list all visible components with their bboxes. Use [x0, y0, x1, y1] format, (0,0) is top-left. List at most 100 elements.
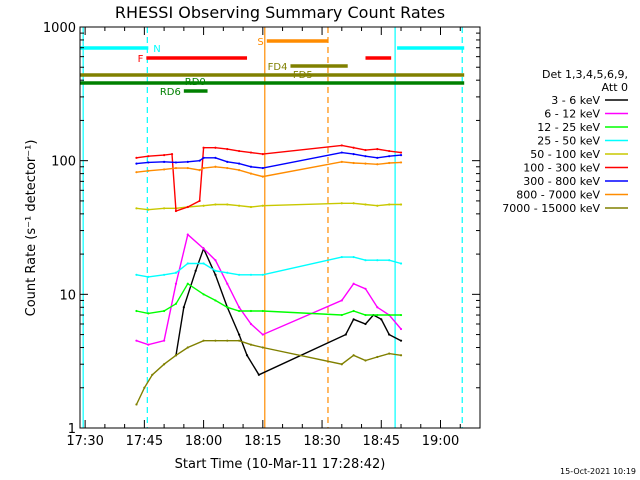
legend-label: 6 - 12 keV [544, 108, 600, 121]
series-point-7000-15000-kev [151, 373, 154, 376]
series-point-800-7000-kev [147, 169, 150, 172]
series-point-300-800-kev [135, 162, 138, 165]
series-point-300-800-kev [214, 156, 217, 159]
series-point-300-800-kev [388, 155, 391, 158]
series-point-3-6-kev [399, 339, 403, 342]
series-line-300-800-kev [136, 151, 402, 169]
series-point-7000-15000-kev [163, 363, 166, 366]
series-point-800-7000-kev [198, 169, 201, 172]
series-point-25-50-kev [226, 271, 229, 274]
series-point-3-6-kev [364, 322, 367, 326]
series-point-800-7000-kev [376, 163, 379, 166]
series-point-7000-15000-kev [202, 339, 205, 342]
series-point-7000-15000-kev [376, 355, 379, 359]
series-point-12-25-kev [364, 313, 367, 317]
series-point-7000-15000-kev [364, 359, 367, 362]
series-point-100-300-kev [352, 146, 355, 149]
interval-label-n: N [153, 44, 160, 55]
interval-label-rd6: RD6 [160, 87, 181, 98]
series-point-50-100-kev [238, 204, 241, 207]
series-point-25-50-kev [202, 262, 205, 265]
series-line-6-12-kev [136, 233, 402, 346]
interval-label-f: F [138, 54, 144, 65]
series-point-50-100-kev [399, 203, 403, 206]
series-point-12-25-kev [135, 309, 138, 313]
legend-header-line2: Att 0 [602, 81, 628, 94]
series-point-7000-15000-kev [186, 346, 189, 349]
series-point-3-6-kev [388, 333, 391, 336]
series-point-12-25-kev [186, 282, 189, 285]
series-point-300-800-kev [340, 151, 343, 154]
series-point-7000-15000-kev [388, 352, 391, 355]
series-point-6-12-kev [376, 306, 379, 309]
series-line-3-6-kev [175, 246, 402, 376]
series-point-25-50-kev [340, 255, 343, 259]
legend-header-line1: Det 1,3,4,5,6,9, [542, 68, 628, 81]
series-point-12-25-kev [376, 313, 379, 317]
series-point-25-50-kev [214, 269, 217, 272]
series-point-800-7000-kev [202, 166, 205, 170]
series-point-7000-15000-kev [214, 339, 217, 342]
series-point-12-25-kev [399, 313, 403, 317]
series-point-300-800-kev [186, 160, 189, 163]
series-point-25-50-kev [249, 273, 253, 276]
series-point-25-50-kev [135, 273, 138, 276]
series-point-12-25-kev [202, 293, 205, 296]
series-point-100-300-kev [163, 154, 166, 157]
series-point-6-12-kev [163, 339, 166, 342]
plot-frame [79, 26, 481, 429]
series-point-12-25-kev [174, 302, 178, 305]
series-line-25-50-kev [136, 256, 402, 278]
series-point-12-25-kev [163, 309, 166, 313]
series-point-800-7000-kev [364, 162, 367, 165]
series-point-50-100-kev [376, 204, 379, 207]
interval-label-s: S [257, 37, 263, 48]
interval-label-rd0: RD0 [185, 77, 206, 88]
legend-label: 25 - 50 keV [537, 135, 600, 148]
series-point-50-100-kev [163, 207, 166, 210]
series-point-3-6-kev [344, 333, 347, 336]
legend-label: 300 - 800 keV [523, 175, 600, 188]
series-point-25-50-kev [352, 255, 355, 259]
legend-label: 100 - 300 keV [523, 162, 600, 175]
series-point-7000-15000-kev [352, 354, 355, 357]
series-point-6-12-kev [226, 282, 229, 285]
y-axis-label: Count Rate (s⁻¹ detector⁻¹) [24, 140, 39, 317]
series-point-800-7000-kev [399, 161, 403, 164]
legend-label: 3 - 6 keV [551, 94, 600, 107]
series-point-100-300-kev [170, 152, 174, 156]
series-point-6-12-kev [214, 259, 217, 262]
series-point-7000-15000-kev [249, 343, 253, 346]
series-point-300-800-kev [226, 160, 229, 163]
legend-label: 7000 - 15000 keV [502, 202, 600, 215]
legend-label: 12 - 25 keV [537, 121, 600, 134]
series-point-100-300-kev [202, 146, 205, 149]
series-point-12-25-kev [261, 309, 264, 313]
series-point-100-300-kev [135, 156, 138, 159]
series-point-25-50-kev [388, 259, 391, 262]
x-axis-label: Start Time (10-Mar-11 17:28:42) [175, 457, 386, 472]
series-point-7000-15000-kev [143, 386, 146, 389]
series-point-100-300-kev [174, 209, 178, 213]
series-point-6-12-kev [352, 282, 355, 285]
series-point-6-12-kev [147, 343, 150, 346]
series-point-25-50-kev [261, 273, 264, 276]
x-tick-label: 17:45 [126, 434, 163, 449]
legend-label: 800 - 7000 keV [516, 189, 600, 202]
y-tick-label: 10 [59, 288, 76, 303]
series-point-800-7000-kev [249, 172, 253, 175]
series-point-100-300-kev [186, 205, 189, 209]
series-point-300-800-kev [399, 154, 403, 157]
series-point-6-12-kev [238, 306, 241, 309]
series-point-100-300-kev [261, 152, 264, 156]
series-point-3-6-kev [245, 354, 249, 357]
series-point-100-300-kev [340, 144, 343, 147]
x-tick-label: 19:00 [422, 434, 459, 449]
series-point-7000-15000-kev [340, 363, 343, 366]
series-point-800-7000-kev [214, 165, 217, 168]
series-point-3-6-kev [194, 269, 197, 272]
interval-label-fd5: FD5 [293, 70, 313, 81]
series-point-7000-15000-kev [226, 339, 229, 342]
series-line-7000-15000-kev [135, 340, 402, 405]
